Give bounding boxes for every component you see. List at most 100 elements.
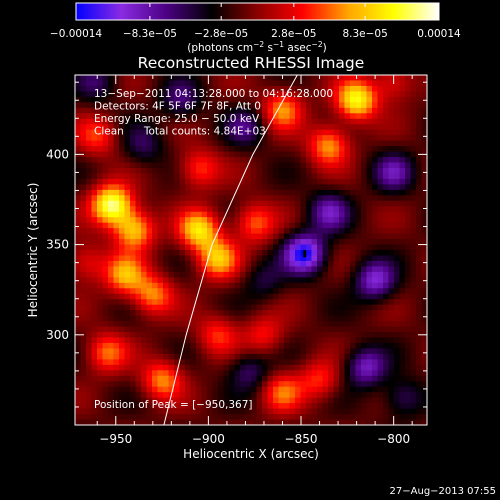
heatmap-cell [300,271,307,278]
heatmap-cell [350,260,356,267]
heatmap-cell [212,228,219,234]
heatmap-cell [75,288,81,295]
heatmap-cell [306,348,312,355]
heatmap-cell [113,386,120,393]
heatmap-cell [168,288,175,295]
heatmap-cell [278,337,285,344]
heatmap-cell [201,381,208,388]
heatmap-cell [234,342,241,349]
heatmap-cell [405,206,411,213]
heatmap-cell [306,342,312,349]
heatmap-cell [86,233,92,240]
heatmap-cell [124,140,131,147]
heatmap-cell [289,96,296,103]
heatmap-cell [339,337,345,344]
heatmap-cell [146,157,153,163]
heatmap-cell [223,326,230,333]
heatmap-cell [333,129,340,136]
heatmap-cell [229,195,235,202]
heatmap-cell [410,250,417,256]
heatmap-cell [322,370,329,377]
heatmap-cell [300,397,307,404]
heatmap-cell [245,375,252,382]
heatmap-cell [75,392,81,399]
heatmap-cell [207,381,213,388]
heatmap-cell [311,239,318,245]
heatmap-cell [317,228,323,234]
heatmap-cell [284,239,290,245]
heatmap-cell [234,206,241,213]
heatmap-cell [339,80,345,87]
heatmap-cell [350,326,356,333]
heatmap-cell [212,375,219,382]
heatmap-cell [256,211,263,218]
heatmap-cell [163,113,169,120]
heatmap-cell [322,189,329,196]
heatmap-cell [91,304,98,311]
heatmap-cell [141,364,147,371]
heatmap-cell [80,266,87,273]
heatmap-cell [146,392,153,399]
heatmap-cell [113,397,120,404]
heatmap-cell [240,206,246,213]
heatmap-cell [416,293,422,300]
heatmap-cell [223,321,230,327]
heatmap-cell [306,386,312,393]
heatmap-cell [135,195,142,202]
heatmap-cell [416,167,422,174]
heatmap-cell [278,233,285,240]
heatmap-cell [317,348,323,355]
heatmap-cell [152,233,158,240]
heatmap-cell [366,206,373,213]
heatmap-cell [157,157,164,163]
heatmap-cell [366,157,373,163]
heatmap-cell [141,408,147,415]
heatmap-cell [306,326,312,333]
heatmap-cell [240,113,246,120]
heatmap-cell [75,233,81,240]
heatmap-cell [372,157,378,163]
heatmap-cell [405,189,411,196]
heatmap-cell [102,107,109,114]
heatmap-cell [333,370,340,377]
heatmap-cell [168,381,175,388]
heatmap-cell [179,80,186,87]
heatmap-cell [383,315,389,322]
heatmap-cell [295,359,301,366]
heatmap-cell [234,419,241,425]
heatmap-cell [157,277,164,284]
heatmap-cell [410,266,417,273]
heatmap-cell [218,260,224,267]
heatmap-cell [212,211,219,218]
heatmap-cell [130,244,136,251]
heatmap-cell [388,151,395,158]
heatmap-cell [80,250,87,256]
colorbar: −0.00014 −8.3e−05 −2.8e−05 2.8e−05 8.3e−05 0.… [50,2,461,54]
heatmap-cell [372,332,378,338]
heatmap-cell [75,228,81,234]
heatmap-cell [333,135,340,142]
heatmap-cell [394,233,400,240]
x-axis-label: Heliocentric X (arcsec) [183,447,319,461]
heatmap-cell [245,277,252,284]
heatmap-cell [295,271,301,278]
heatmap-cell [97,397,103,404]
heatmap-cell [289,239,296,245]
heatmap-cell [108,75,114,81]
heatmap-cell [190,102,197,109]
heatmap-cell [141,102,147,109]
heatmap-cell [157,310,164,317]
heatmap-cell [80,293,87,300]
heatmap-cell [416,85,422,92]
heatmap-cell [399,118,406,125]
heatmap-cell [119,271,125,278]
heatmap-cell [311,157,318,163]
heatmap-cell [361,250,367,256]
heatmap-cell [267,266,274,273]
heatmap-cell [344,157,351,163]
heatmap-cell [333,80,340,87]
heatmap-cell [394,129,400,136]
heatmap-cell [185,135,191,142]
heatmap-cell [273,162,279,169]
heatmap-cell [146,118,153,125]
